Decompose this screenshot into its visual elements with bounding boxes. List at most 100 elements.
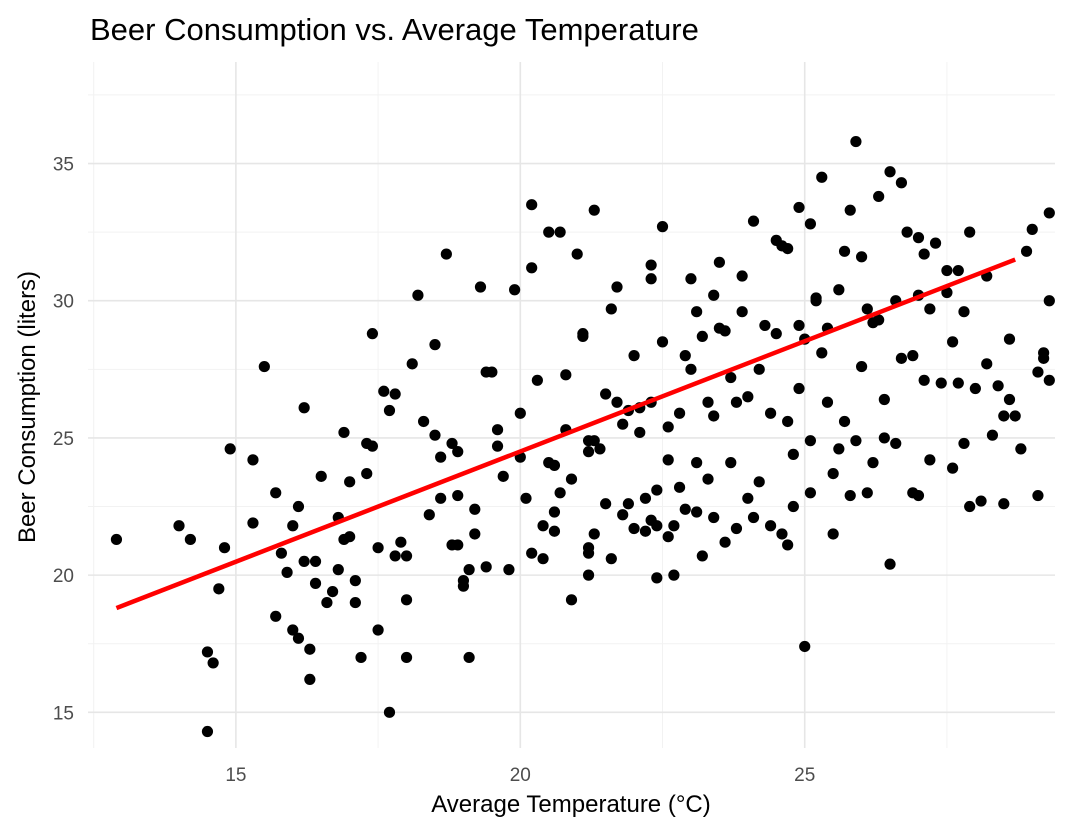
data-point (878, 432, 890, 444)
data-point (1009, 410, 1021, 422)
data-point (247, 454, 259, 466)
data-point (719, 536, 731, 548)
data-point (998, 498, 1010, 510)
data-point (304, 643, 316, 655)
data-point (486, 366, 498, 378)
data-point (526, 199, 538, 211)
data-point (372, 542, 384, 554)
data-point (764, 520, 777, 532)
data-point (366, 440, 379, 452)
data-point (321, 596, 333, 609)
data-point (491, 424, 504, 436)
data-point (1032, 366, 1044, 378)
data-point (1020, 245, 1033, 257)
data-point (292, 632, 305, 644)
data-point (605, 303, 617, 315)
data-point (799, 640, 811, 653)
data-point (275, 547, 287, 559)
data-point (526, 547, 538, 559)
data-point (634, 426, 646, 439)
data-point (452, 489, 464, 502)
data-point (691, 306, 703, 318)
data-point (600, 388, 612, 400)
data-point (491, 440, 504, 452)
data-point (691, 457, 703, 469)
data-point (981, 358, 993, 370)
data-point (349, 596, 361, 609)
data-point (787, 500, 799, 513)
data-point (776, 528, 788, 540)
data-point (867, 457, 879, 469)
data-point (554, 487, 566, 499)
data-point (418, 415, 430, 428)
data-point (514, 407, 526, 419)
data-point (423, 509, 435, 521)
data-point (383, 706, 396, 718)
data-point (1026, 223, 1038, 235)
data-point (1003, 393, 1016, 406)
data-point (611, 396, 623, 408)
data-point (452, 446, 464, 458)
data-point (986, 429, 999, 441)
data-point (827, 528, 839, 540)
data-point (691, 506, 703, 518)
data-point (844, 489, 856, 502)
data-point (298, 555, 310, 568)
data-point (958, 306, 970, 318)
data-point (890, 437, 902, 450)
data-point (708, 410, 720, 422)
data-point (947, 462, 959, 474)
data-point (793, 201, 805, 214)
data-point (440, 248, 452, 260)
data-point (782, 242, 794, 255)
data-point (964, 500, 976, 513)
data-point (548, 459, 561, 471)
data-point (287, 624, 299, 636)
data-point (503, 564, 515, 576)
data-point (258, 360, 270, 373)
data-point (309, 555, 322, 568)
x-axis-title: Average Temperature (°C) (431, 791, 711, 818)
data-point (918, 248, 930, 260)
data-point (565, 473, 578, 485)
data-point (907, 350, 919, 362)
data-point (685, 273, 697, 285)
data-point (1043, 374, 1055, 386)
data-point (435, 451, 447, 463)
data-point (941, 264, 953, 277)
data-point (429, 429, 441, 441)
data-point (349, 575, 361, 587)
data-point (247, 517, 259, 529)
data-point (838, 245, 851, 257)
data-point (400, 594, 413, 606)
x-tick-label: 20 (510, 765, 531, 786)
data-point (884, 166, 896, 178)
y-tick-label: 20 (53, 566, 74, 587)
data-point (912, 489, 925, 502)
data-point (338, 426, 350, 439)
data-point (873, 190, 885, 203)
data-point (292, 500, 305, 513)
data-point (617, 418, 629, 430)
data-point (918, 374, 930, 386)
data-point (924, 454, 936, 466)
data-point (947, 336, 959, 348)
data-point (509, 284, 521, 296)
chart-title: Beer Consumption vs. Average Temperature (90, 12, 699, 47)
data-point (850, 435, 862, 447)
data-point (287, 520, 299, 532)
data-point (457, 580, 470, 592)
data-point (816, 347, 828, 359)
data-point (782, 415, 794, 428)
data-point (617, 509, 629, 521)
data-point (332, 564, 344, 576)
data-point (315, 470, 327, 482)
data-point (435, 492, 447, 504)
data-point (1003, 333, 1016, 345)
data-point (998, 410, 1010, 422)
data-point (673, 481, 686, 493)
data-point (304, 673, 316, 686)
data-point (844, 204, 856, 216)
data-point (270, 610, 282, 622)
data-point (378, 385, 390, 397)
